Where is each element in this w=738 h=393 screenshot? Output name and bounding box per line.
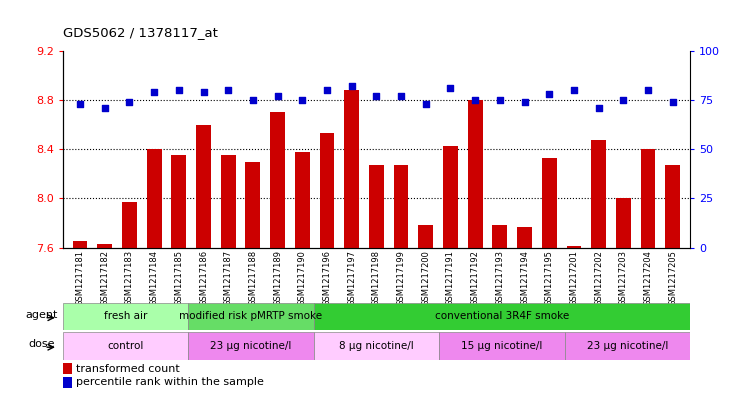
Bar: [369, 165, 384, 248]
Text: fresh air: fresh air: [104, 311, 147, 321]
Bar: [97, 244, 112, 248]
Bar: [439, 332, 565, 360]
Text: 8 μg nicotine/l: 8 μg nicotine/l: [339, 341, 414, 351]
Point: [593, 105, 604, 111]
Bar: [270, 112, 285, 248]
Bar: [188, 303, 314, 330]
Point: [173, 87, 184, 94]
Point: [494, 97, 506, 103]
Bar: [443, 146, 458, 248]
Bar: [393, 165, 409, 248]
Point: [99, 105, 111, 111]
Bar: [542, 158, 556, 248]
Bar: [492, 226, 507, 248]
Text: conventional 3R4F smoke: conventional 3R4F smoke: [435, 311, 569, 321]
Bar: [641, 149, 655, 248]
Bar: [468, 100, 483, 248]
Bar: [63, 303, 188, 330]
Point: [272, 93, 283, 99]
Bar: [666, 165, 680, 248]
Bar: [314, 332, 439, 360]
Text: 23 μg nicotine/l: 23 μg nicotine/l: [210, 341, 292, 351]
Bar: [72, 241, 87, 248]
Bar: [63, 377, 72, 387]
Point: [148, 89, 160, 95]
Point: [618, 97, 630, 103]
Bar: [196, 125, 211, 248]
Bar: [567, 246, 582, 248]
Point: [198, 89, 210, 95]
Bar: [517, 227, 532, 248]
Point: [222, 87, 234, 94]
Bar: [418, 226, 433, 248]
Point: [370, 93, 382, 99]
Text: transformed count: transformed count: [76, 364, 179, 374]
Text: 23 μg nicotine/l: 23 μg nicotine/l: [587, 341, 668, 351]
Bar: [246, 162, 261, 248]
Point: [519, 99, 531, 105]
Text: modified risk pMRTP smoke: modified risk pMRTP smoke: [179, 311, 323, 321]
Point: [395, 93, 407, 99]
Bar: [295, 152, 310, 248]
Bar: [221, 156, 235, 248]
Point: [642, 87, 654, 94]
Text: percentile rank within the sample: percentile rank within the sample: [76, 377, 263, 387]
Bar: [616, 198, 631, 248]
Bar: [591, 140, 606, 248]
Point: [444, 85, 456, 92]
Point: [123, 99, 135, 105]
Point: [74, 101, 86, 107]
Bar: [122, 202, 137, 248]
Bar: [344, 90, 359, 248]
Text: dose: dose: [28, 340, 55, 349]
Bar: [147, 149, 162, 248]
Text: agent: agent: [25, 310, 58, 320]
Bar: [171, 156, 186, 248]
Point: [321, 87, 333, 94]
Bar: [63, 332, 188, 360]
Bar: [565, 332, 690, 360]
Bar: [314, 303, 690, 330]
Point: [420, 101, 432, 107]
Point: [568, 87, 580, 94]
Point: [667, 99, 679, 105]
Point: [543, 91, 555, 97]
Bar: [188, 332, 314, 360]
Point: [247, 97, 259, 103]
Text: control: control: [107, 341, 144, 351]
Point: [297, 97, 308, 103]
Bar: [320, 133, 334, 248]
Text: 15 μg nicotine/l: 15 μg nicotine/l: [461, 341, 542, 351]
Text: GDS5062 / 1378117_at: GDS5062 / 1378117_at: [63, 26, 218, 39]
Point: [469, 97, 481, 103]
Point: [346, 83, 358, 90]
Bar: [63, 364, 72, 374]
